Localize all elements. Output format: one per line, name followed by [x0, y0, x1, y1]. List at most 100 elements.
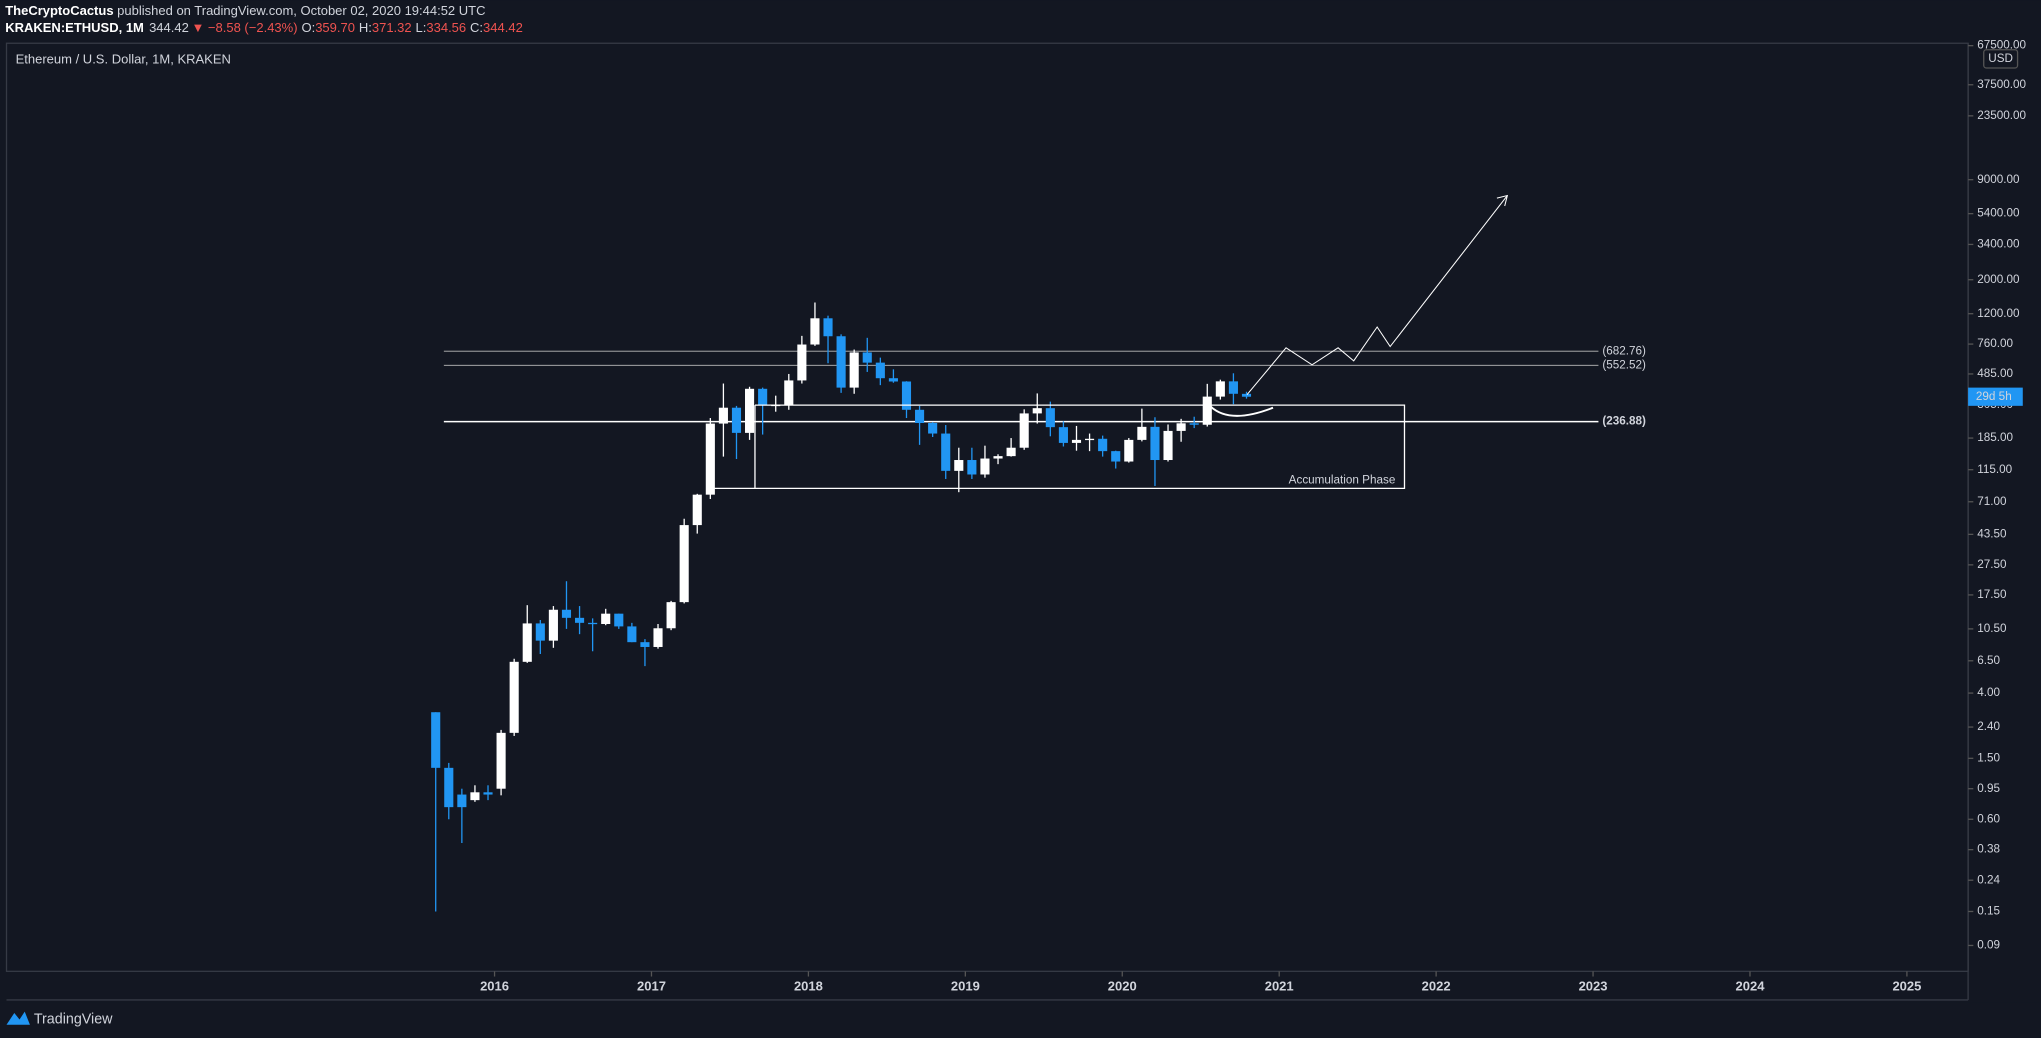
candle-body: [588, 622, 598, 625]
candle-body: [457, 794, 467, 808]
candle-body: [509, 661, 519, 733]
plot: [431, 302, 1599, 912]
y-tick-label: 2000.00: [1977, 273, 2020, 286]
y-tick-label: 185.00: [1977, 431, 2013, 444]
candle-body: [901, 381, 912, 410]
candle-body: [862, 352, 872, 363]
y-tick-label: 67500.00: [1977, 39, 2026, 52]
candle-body: [797, 344, 807, 381]
candle-body: [915, 409, 925, 424]
author: TheCryptoCactus: [5, 3, 113, 18]
y-tick-label: 27.50: [1977, 558, 2007, 571]
symbol: KRAKEN:ETHUSD, 1M: [5, 20, 144, 35]
y-tick-label: 115.00: [1977, 463, 2012, 476]
y-tick-label: 2.40: [1977, 720, 2000, 733]
candle-body: [928, 423, 938, 434]
candle-body: [1215, 381, 1225, 397]
candle-body: [1032, 408, 1042, 414]
y-tick-label: 760.00: [1977, 337, 2013, 350]
y-tick-label: 9000.00: [1977, 173, 2020, 186]
candle-body: [1058, 427, 1068, 443]
candle-body: [980, 458, 990, 475]
ohlc-value: 359.70: [315, 20, 355, 35]
candle-body: [784, 380, 794, 405]
candle-body: [705, 423, 715, 495]
y-tick-label: 1.50: [1977, 751, 2000, 764]
candle-body: [758, 388, 768, 406]
candle-body: [627, 626, 637, 643]
candle-body: [810, 318, 820, 345]
candle-body: [1228, 381, 1238, 394]
candle-body: [1111, 451, 1121, 462]
candle-body: [745, 388, 755, 433]
change: ▼ −8.58 (−2.43%): [191, 20, 297, 35]
candle-body: [444, 767, 454, 808]
candle-body: [941, 433, 951, 471]
candle-body: [1071, 439, 1082, 443]
x-tick-label: 2022: [1422, 978, 1451, 993]
candle-body: [993, 456, 1003, 459]
price-tag: [1968, 387, 2023, 406]
candle-body: [1163, 430, 1173, 461]
y-tick-label: 17.50: [1977, 588, 2007, 601]
candle-body: [1189, 423, 1199, 425]
x-tick-label: 2018: [794, 978, 823, 993]
x-tick-label: 2016: [480, 978, 509, 993]
arrow-head: [1496, 194, 1509, 207]
candle-body: [954, 460, 964, 471]
candle-body: [1085, 438, 1095, 441]
x-tick-label: 2017: [637, 978, 666, 993]
y-tick-label: 71.00: [1977, 495, 2007, 508]
currency: USD: [1988, 52, 2013, 65]
x-tick-label: 2023: [1579, 978, 1608, 993]
y-tick-label: 0.60: [1977, 812, 2000, 825]
x-tick-label: 2021: [1265, 978, 1294, 993]
candle-body: [614, 613, 624, 627]
published: published on TradingView.com, October 02…: [114, 3, 486, 18]
y-tick-label: 0.15: [1977, 905, 2000, 918]
footer: [0, 1002, 2041, 1038]
candle-body: [1150, 426, 1160, 461]
candle-body: [692, 494, 702, 526]
candle-body: [1176, 423, 1186, 431]
header-line: KRAKEN:ETHUSD, 1M 344.42 ▼ −8.58 (−2.43%) O…: [5, 20, 523, 35]
candle-body: [431, 712, 441, 768]
candle-body: [601, 613, 611, 625]
candle-body: [575, 617, 585, 623]
last: 344.42: [149, 20, 189, 35]
candle-body: [888, 378, 898, 382]
y-tick-label: 0.95: [1977, 782, 2000, 795]
annotation: Accumulation Phase: [1289, 474, 1396, 487]
level-label: (682.76): [1602, 344, 1646, 357]
ohlc-value: 344.42: [483, 20, 523, 35]
ohlc-key: L:: [416, 20, 427, 35]
ohlc-value: 334.56: [426, 20, 466, 35]
brand: TradingView: [34, 1011, 113, 1027]
candle-body: [653, 628, 663, 647]
candle-body: [718, 407, 728, 424]
candle-body: [836, 336, 846, 388]
cup: [1209, 405, 1274, 417]
level-label: (552.52): [1602, 358, 1646, 371]
projection: [1246, 195, 1508, 396]
candle-body: [679, 525, 689, 603]
candle-body: [535, 623, 545, 641]
ohlc-key: H:: [359, 20, 372, 35]
y-tick-label: 0.24: [1977, 873, 2000, 886]
ohlc-key: O:: [301, 20, 315, 35]
x-tick-label: 2019: [951, 978, 980, 993]
x-tick-label: 2020: [1108, 978, 1137, 993]
candle-body: [483, 792, 493, 795]
ohlc-value: 371.32: [372, 20, 412, 35]
candle-body: [561, 609, 572, 618]
candle-body: [1241, 393, 1252, 397]
y-tick-label: 23500.00: [1977, 109, 2026, 122]
candle-body: [1137, 426, 1147, 440]
candle-body: [470, 792, 480, 801]
candle-body: [1045, 408, 1055, 428]
x-tick-label: 2025: [1892, 978, 1921, 993]
x-tick-label: 2024: [1736, 978, 1766, 993]
candle-body: [731, 407, 742, 433]
